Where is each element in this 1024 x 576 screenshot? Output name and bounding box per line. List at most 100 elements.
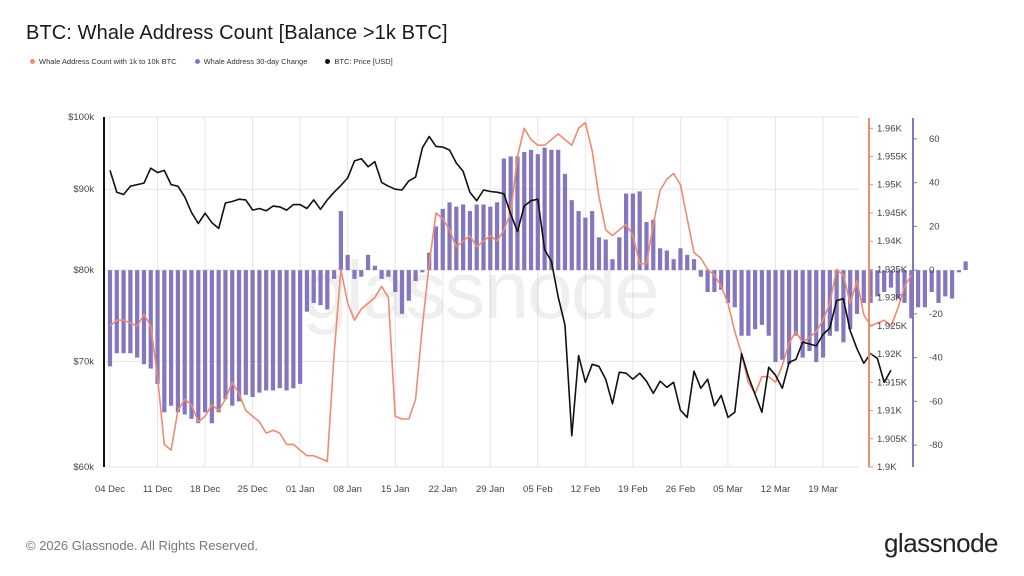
change-bar[interactable]	[678, 248, 683, 271]
change-bar[interactable]	[467, 211, 473, 271]
change-bar[interactable]	[148, 270, 153, 369]
change-bar[interactable]	[814, 270, 819, 362]
change-bar[interactable]	[141, 270, 147, 365]
change-bar[interactable]	[331, 270, 337, 279]
change-bar[interactable]	[399, 270, 405, 314]
change-bar[interactable]	[882, 270, 887, 292]
change-bar[interactable]	[780, 270, 785, 360]
change-bar[interactable]	[956, 270, 961, 273]
change-bar[interactable]	[807, 270, 812, 352]
change-bar[interactable]	[705, 270, 710, 292]
change-bar[interactable]	[372, 265, 377, 271]
change-bar[interactable]	[393, 270, 398, 292]
change-bar[interactable]	[352, 270, 357, 279]
change-bar[interactable]	[936, 270, 941, 303]
change-bar[interactable]	[746, 270, 751, 336]
change-bar[interactable]	[617, 237, 622, 271]
change-bar[interactable]	[753, 270, 758, 330]
change-bar[interactable]	[298, 270, 303, 384]
change-bar[interactable]	[698, 270, 703, 277]
change-bar[interactable]	[236, 270, 242, 402]
change-bar[interactable]	[311, 270, 316, 303]
change-bar[interactable]	[583, 217, 588, 271]
change-bar[interactable]	[841, 270, 846, 343]
change-bar[interactable]	[766, 270, 771, 336]
change-bar[interactable]	[861, 270, 866, 303]
change-bar[interactable]	[325, 270, 330, 310]
change-bar[interactable]	[854, 270, 860, 314]
change-bar[interactable]	[630, 193, 636, 271]
change-bar[interactable]	[651, 219, 656, 271]
change-bar[interactable]	[800, 270, 805, 358]
change-bar[interactable]	[848, 270, 853, 330]
change-bar[interactable]	[556, 149, 561, 271]
change-bar[interactable]	[501, 158, 506, 271]
change-bar[interactable]	[284, 270, 289, 391]
change-bar[interactable]	[447, 202, 452, 271]
change-bar[interactable]	[664, 250, 669, 271]
change-bar[interactable]	[929, 270, 934, 292]
change-bar[interactable]	[420, 270, 425, 273]
change-bar[interactable]	[739, 270, 744, 336]
change-bar[interactable]	[603, 239, 608, 271]
change-bar[interactable]	[515, 156, 520, 271]
change-bar[interactable]	[481, 204, 486, 271]
change-bar[interactable]	[685, 254, 690, 271]
change-bar[interactable]	[590, 211, 595, 271]
change-bar[interactable]	[264, 270, 269, 391]
change-bar[interactable]	[230, 270, 235, 406]
change-bar[interactable]	[963, 261, 968, 271]
change-bar[interactable]	[732, 270, 737, 308]
change-bar[interactable]	[196, 270, 201, 424]
legend-item-whale-change[interactable]: Whale Address 30-day Change	[194, 57, 307, 66]
change-bar[interactable]	[216, 270, 221, 413]
change-bar[interactable]	[691, 259, 697, 271]
change-bar[interactable]	[671, 259, 676, 271]
change-bar[interactable]	[868, 270, 873, 303]
change-bar[interactable]	[725, 270, 731, 303]
change-bar[interactable]	[365, 254, 371, 271]
change-bar[interactable]	[474, 204, 479, 271]
change-bar[interactable]	[528, 149, 534, 271]
change-bar[interactable]	[243, 270, 248, 395]
change-bar[interactable]	[182, 270, 187, 415]
change-bar[interactable]	[175, 270, 181, 413]
change-bar[interactable]	[719, 270, 724, 290]
change-bar[interactable]	[209, 270, 214, 424]
change-bar[interactable]	[250, 270, 255, 397]
change-bar[interactable]	[888, 270, 894, 288]
change-bar[interactable]	[542, 147, 547, 271]
change-bar[interactable]	[895, 270, 900, 299]
change-bar[interactable]	[121, 270, 126, 354]
change-bar[interactable]	[922, 270, 928, 308]
change-bar[interactable]	[155, 270, 160, 384]
legend-item-btc-price[interactable]: BTC: Price [USD]	[325, 57, 393, 66]
change-bar[interactable]	[786, 270, 792, 365]
change-bar[interactable]	[909, 270, 914, 319]
change-bar[interactable]	[135, 270, 140, 358]
change-bar[interactable]	[440, 208, 445, 271]
change-bar[interactable]	[114, 270, 119, 354]
change-bar[interactable]	[875, 270, 880, 297]
change-bar[interactable]	[413, 270, 418, 282]
change-bar[interactable]	[793, 270, 798, 336]
change-bar[interactable]	[916, 270, 921, 308]
change-bar[interactable]	[820, 270, 826, 358]
change-bar[interactable]	[610, 259, 615, 271]
legend-item-whale-count[interactable]: Whale Address Count with 1k to 10k BTC	[30, 57, 177, 66]
change-bar[interactable]	[576, 211, 581, 271]
change-bar[interactable]	[359, 270, 364, 277]
change-bar[interactable]	[277, 270, 282, 389]
change-bar[interactable]	[107, 270, 113, 367]
change-bar[interactable]	[562, 173, 568, 271]
change-bar[interactable]	[644, 222, 649, 271]
change-bar[interactable]	[535, 154, 540, 271]
change-bar[interactable]	[291, 270, 296, 389]
change-bar[interactable]	[304, 270, 310, 312]
change-bar[interactable]	[169, 270, 174, 406]
change-bar[interactable]	[569, 200, 574, 271]
change-bar[interactable]	[338, 211, 343, 271]
change-bar[interactable]	[773, 270, 778, 362]
change-bar[interactable]	[759, 270, 765, 325]
change-bar[interactable]	[257, 270, 262, 393]
